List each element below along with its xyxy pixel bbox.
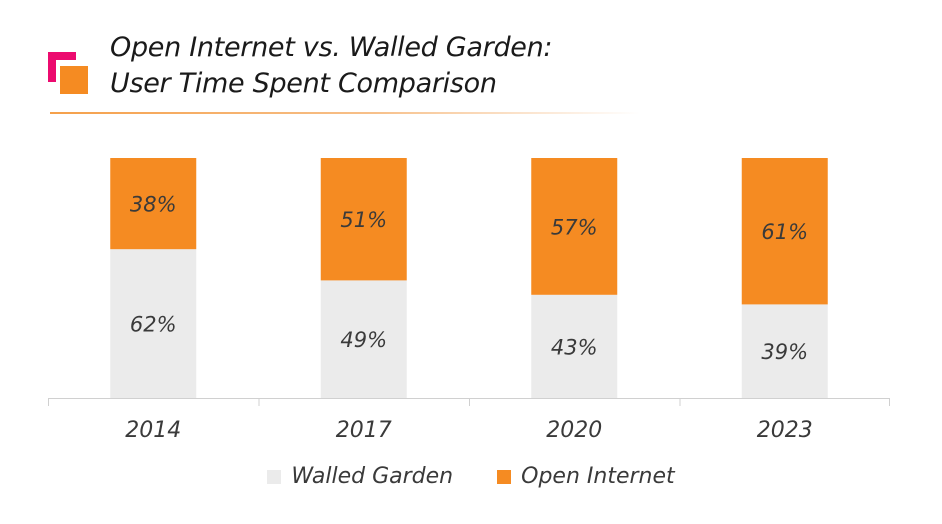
bar-walled-garden-2020 (531, 294, 618, 398)
chart-title-line-2: User Time Spent Comparison (110, 68, 497, 99)
legend-swatch-walled-garden (267, 469, 282, 484)
bar-open-internet-2014 (110, 158, 197, 250)
data-label-walled-garden-2020: 43% (551, 335, 598, 359)
logo-orange-square (60, 66, 88, 94)
data-label-walled-garden-2014: 62% (130, 313, 177, 337)
legend-item-walled-garden: Walled Garden (267, 464, 453, 489)
bar-open-internet-2020 (531, 158, 618, 295)
bar-walled-garden-2017 (320, 280, 407, 398)
chart-legend: Walled Garden Open Internet (0, 464, 942, 489)
legend-swatch-open-internet (497, 469, 512, 484)
bar-walled-garden-2023 (741, 304, 828, 398)
chart-title: Open Internet vs. Walled Garden: User Ti… (110, 30, 553, 102)
bar-open-internet-2017 (320, 158, 407, 281)
stacked-bar-chart: 62% 38% 2014 49% 51% 2017 43% 57% 2020 39% 61% 2023 (48, 158, 890, 443)
data-label-walled-garden-2017: 49% (340, 328, 387, 352)
data-label-open-internet-2014: 38% (130, 193, 177, 217)
legend-item-open-internet: Open Internet (497, 464, 675, 489)
title-underline (50, 112, 640, 114)
data-label-open-internet-2020: 57% (551, 215, 598, 239)
data-label-walled-garden-2023: 39% (761, 340, 808, 364)
x-tick-label-2017: 2017 (336, 418, 392, 443)
x-tick-label-2023: 2023 (757, 418, 813, 443)
x-tick-label-2020: 2020 (546, 418, 602, 443)
data-label-open-internet-2023: 61% (761, 220, 808, 244)
legend-label-walled-garden: Walled Garden (291, 464, 454, 489)
bar-open-internet-2023 (741, 158, 828, 305)
chart-title-line-1: Open Internet vs. Walled Garden: (110, 32, 553, 63)
bar-walled-garden-2014 (110, 249, 197, 398)
x-tick-label-2014: 2014 (125, 418, 181, 443)
data-label-open-internet-2017: 51% (340, 208, 387, 232)
legend-label-open-internet: Open Internet (521, 464, 675, 489)
brand-logo (48, 52, 90, 94)
